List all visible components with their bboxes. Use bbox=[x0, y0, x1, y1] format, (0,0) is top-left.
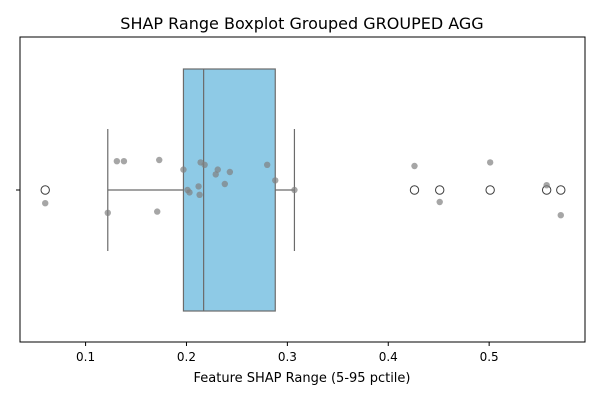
plot-frame bbox=[19, 36, 586, 343]
data-point bbox=[156, 156, 163, 164]
data-point bbox=[201, 161, 208, 168]
outlier-marker bbox=[556, 185, 566, 195]
data-point bbox=[113, 158, 121, 165]
data-point bbox=[411, 162, 418, 170]
data-point bbox=[212, 171, 219, 178]
data-point bbox=[195, 183, 202, 190]
data-point bbox=[180, 166, 187, 173]
x-tick-label: 0.2 bbox=[177, 350, 196, 364]
x-axis-label: Feature SHAP Range (5-95 pctile) bbox=[194, 371, 411, 386]
data-point bbox=[543, 182, 550, 189]
data-point bbox=[186, 189, 193, 196]
data-point bbox=[214, 166, 221, 173]
data-point bbox=[104, 209, 111, 216]
plot-area bbox=[40, 68, 566, 312]
x-tick-label: 0.1 bbox=[76, 350, 95, 364]
data-point bbox=[486, 159, 494, 166]
outlier-marker bbox=[485, 185, 495, 195]
chart-title: SHAP Range Boxplot Grouped GROUPED AGG bbox=[120, 14, 483, 33]
outlier-marker bbox=[409, 185, 420, 195]
data-point bbox=[272, 177, 279, 184]
data-point bbox=[196, 191, 203, 198]
x-tick-label: 0.4 bbox=[379, 350, 398, 364]
data-point bbox=[263, 161, 271, 168]
data-point bbox=[291, 186, 298, 194]
data-point bbox=[436, 198, 443, 206]
data-point bbox=[42, 200, 49, 207]
data-point bbox=[557, 212, 564, 219]
x-tick-label: 0.3 bbox=[278, 350, 297, 364]
data-point bbox=[221, 180, 229, 188]
x-tick-label: 0.5 bbox=[480, 350, 499, 364]
data-point bbox=[154, 208, 161, 215]
outlier-marker bbox=[40, 185, 50, 195]
data-point bbox=[226, 168, 234, 176]
x-axis: 0.1 0.2 0.3 0.4 0.5 bbox=[16, 189, 499, 364]
data-point bbox=[120, 158, 128, 165]
iqr-box bbox=[182, 68, 276, 312]
outlier-marker bbox=[435, 185, 445, 195]
